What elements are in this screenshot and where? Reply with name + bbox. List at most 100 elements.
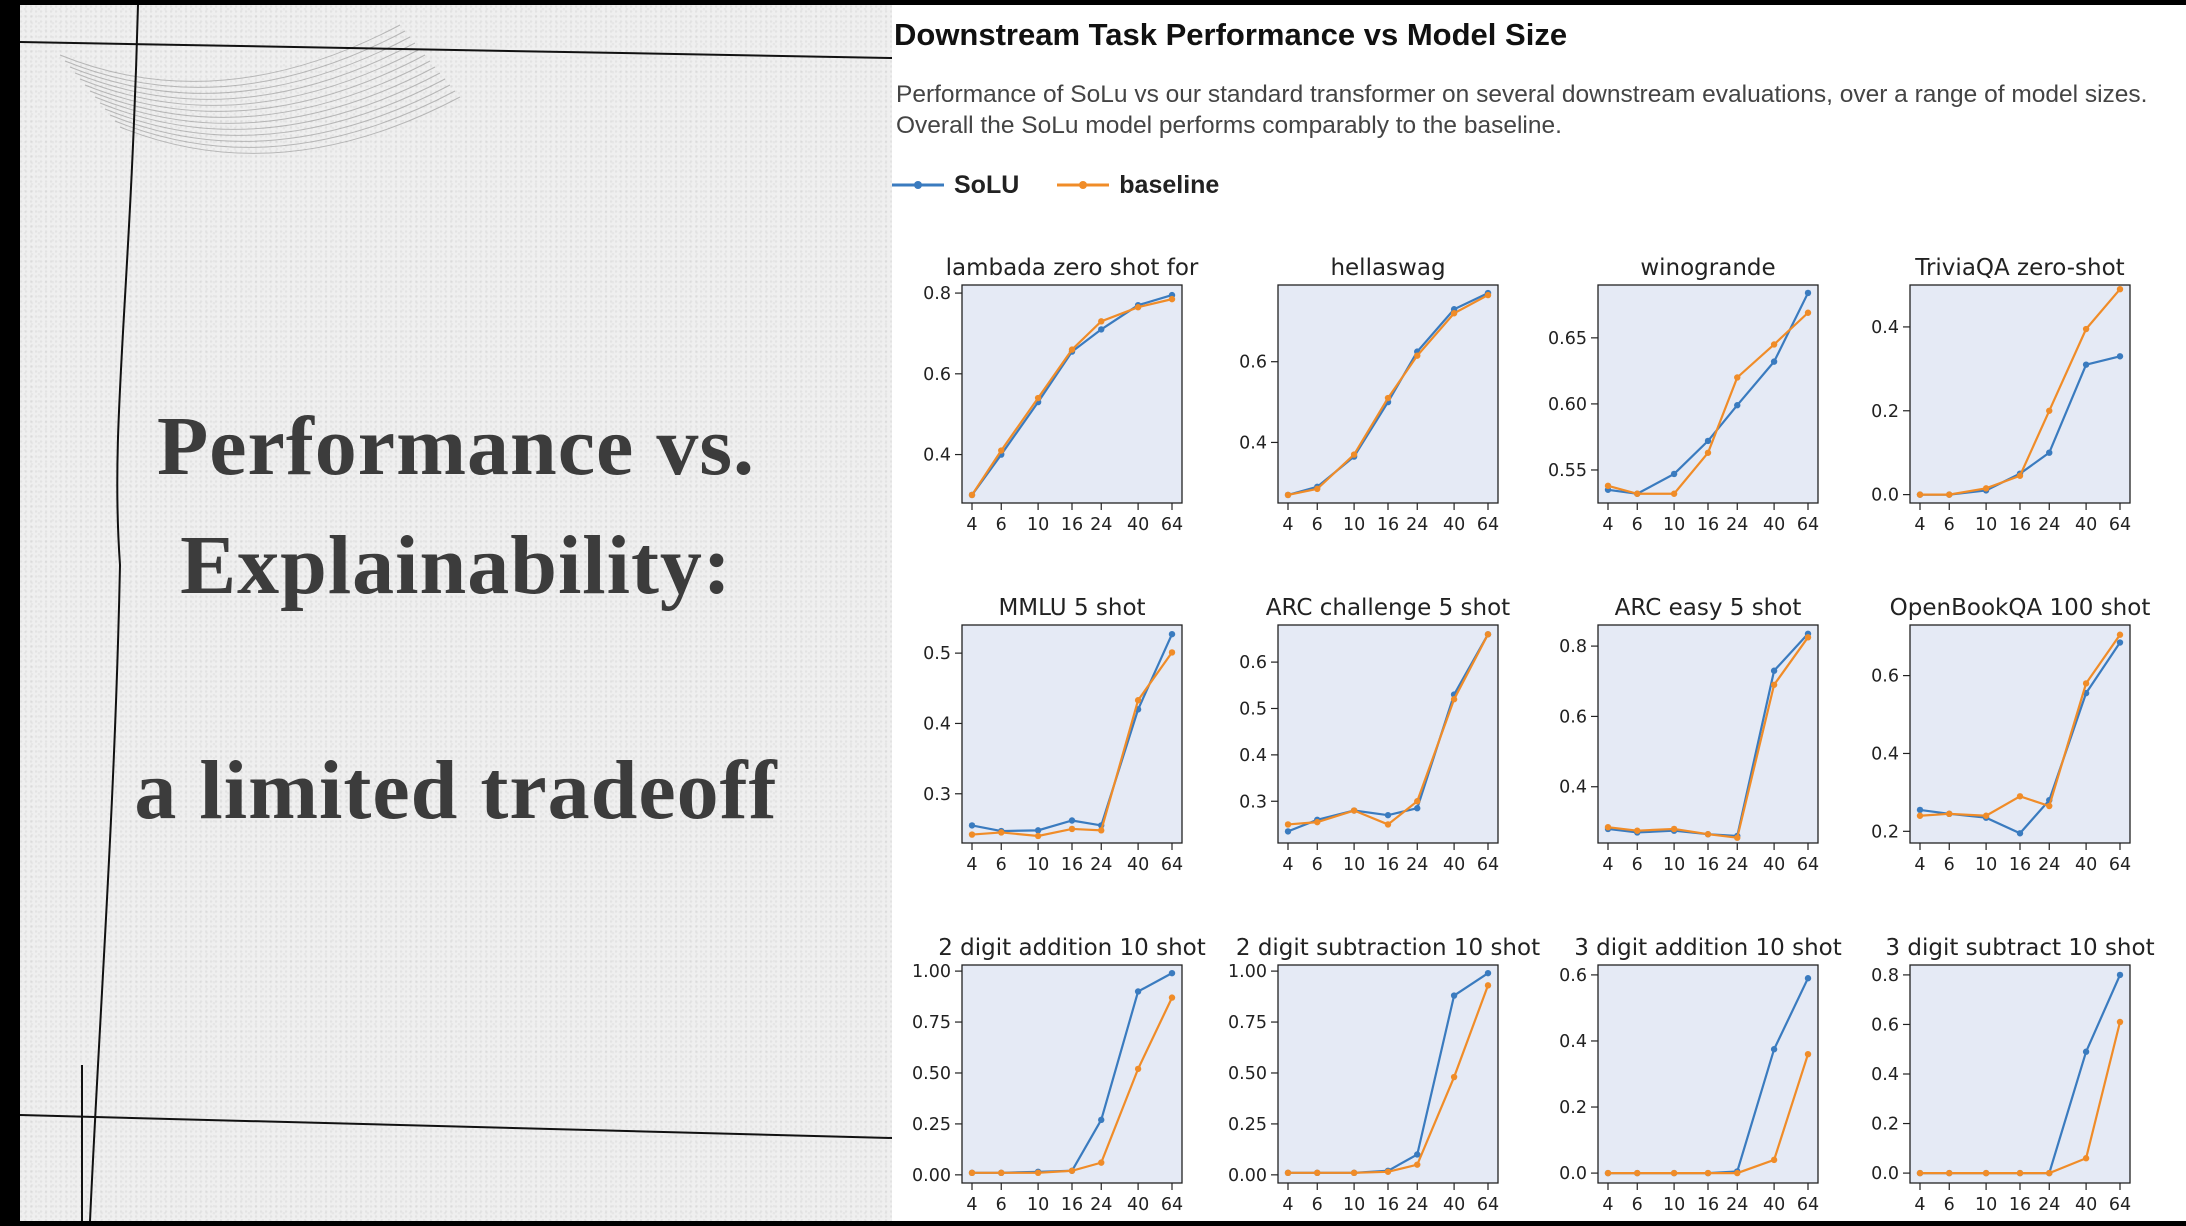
x-tick-label: 10 xyxy=(1343,515,1365,535)
data-point-baseline xyxy=(1168,994,1176,1001)
data-point-baseline xyxy=(1916,812,1924,819)
y-tick-label: 0.75 xyxy=(1228,1013,1267,1033)
y-tick-label: 0.4 xyxy=(1871,744,1899,764)
x-tick-label: 4 xyxy=(966,855,977,875)
x-tick-label: 64 xyxy=(1477,855,1499,875)
data-point-baseline xyxy=(1770,681,1778,688)
data-point-baseline xyxy=(1604,823,1612,831)
x-tick-label: 24 xyxy=(1726,515,1748,535)
data-point-baseline xyxy=(2082,325,2090,333)
plot-area xyxy=(1277,624,1499,844)
y-tick-label: 0.0 xyxy=(1871,1164,1899,1184)
x-tick-label: 24 xyxy=(2038,515,2060,535)
y-tick-label: 0.8 xyxy=(1871,966,1899,986)
data-point-baseline xyxy=(1284,821,1292,828)
x-tick-label: 6 xyxy=(1312,515,1323,535)
y-tick-label: 0.3 xyxy=(923,785,951,805)
x-tick-label: 6 xyxy=(1944,1195,1955,1215)
legend-item-solu: SoLU xyxy=(892,171,1019,200)
x-tick-label: 40 xyxy=(1127,515,1149,535)
data-point-baseline xyxy=(2016,793,2024,800)
chart-panel-2: winogrande 4 6 10 16 24 40 64 0.55 0.60 0.65 xyxy=(1548,255,1819,535)
data-point-baseline xyxy=(1734,834,1741,841)
y-tick-label: 0.4 xyxy=(1239,433,1267,453)
y-tick-label: 0.2 xyxy=(1559,1098,1587,1118)
data-point-baseline xyxy=(1704,449,1712,456)
data-point-solu xyxy=(2116,639,2124,646)
x-tick-label: 40 xyxy=(2075,1195,2097,1215)
y-tick-label: 0.00 xyxy=(1228,1166,1267,1186)
chart-title: ARC challenge 5 shot xyxy=(1266,595,1510,621)
data-point-baseline xyxy=(1314,1169,1321,1177)
plot-area xyxy=(1909,624,2131,844)
x-tick-label: 6 xyxy=(1312,1195,1323,1215)
x-tick-label: 24 xyxy=(1090,515,1112,535)
data-point-solu xyxy=(2046,449,2053,456)
x-tick-label: 10 xyxy=(1663,515,1685,535)
data-point-baseline xyxy=(1414,798,1421,805)
data-point-baseline xyxy=(1634,490,1641,497)
x-tick-label: 10 xyxy=(1343,855,1365,875)
y-tick-label: 0.75 xyxy=(912,1013,951,1033)
plot-area xyxy=(961,284,1183,504)
data-point-baseline xyxy=(1350,807,1358,814)
data-point-baseline xyxy=(1604,482,1612,490)
y-tick-label: 0.4 xyxy=(1871,318,1899,338)
x-tick-label: 4 xyxy=(966,1195,977,1215)
data-point-baseline xyxy=(2082,680,2090,687)
x-tick-label: 16 xyxy=(1377,515,1399,535)
slide-title-line-2: Explainability: xyxy=(180,519,732,612)
x-tick-label: 10 xyxy=(1027,515,1049,535)
chart-title: OpenBookQA 100 shot xyxy=(1890,595,2151,621)
x-tick-label: 4 xyxy=(1282,1195,1293,1215)
data-point-baseline xyxy=(1484,291,1492,299)
data-point-solu xyxy=(1168,969,1176,977)
x-tick-label: 24 xyxy=(1090,1195,1112,1215)
x-tick-label: 10 xyxy=(1027,1195,1049,1215)
x-tick-label: 40 xyxy=(1127,855,1149,875)
data-point-baseline xyxy=(1168,649,1176,656)
x-tick-label: 16 xyxy=(1061,855,1083,875)
x-tick-label: 4 xyxy=(1602,855,1613,875)
x-tick-label: 64 xyxy=(2109,855,2131,875)
data-point-baseline xyxy=(1284,491,1292,499)
data-point-baseline xyxy=(2116,285,2124,293)
chart-panel-8: 2 digit addition 10 shot 4 6 10 16 24 40 64 0.00… xyxy=(912,935,1206,1215)
data-point-solu xyxy=(1770,667,1778,674)
data-point-baseline xyxy=(2046,407,2053,414)
x-tick-label: 24 xyxy=(1406,855,1428,875)
y-tick-label: 0.5 xyxy=(923,644,951,664)
x-tick-label: 40 xyxy=(1763,515,1785,535)
y-tick-label: 1.00 xyxy=(1228,962,1267,982)
x-tick-label: 10 xyxy=(1343,1195,1365,1215)
data-point-baseline xyxy=(1704,831,1712,838)
data-point-baseline xyxy=(1168,295,1176,303)
data-point-solu xyxy=(1916,806,1924,814)
x-tick-label: 24 xyxy=(2038,855,2060,875)
data-point-baseline xyxy=(1384,1168,1392,1175)
data-point-baseline xyxy=(1450,1073,1458,1081)
legend-label-solu: SoLU xyxy=(954,170,1020,199)
x-tick-label: 40 xyxy=(1443,855,1465,875)
chart-title: lambada zero shot for xyxy=(946,255,1199,281)
y-tick-label: 0.2 xyxy=(1871,1115,1899,1135)
y-tick-label: 0.2 xyxy=(1871,402,1899,422)
y-tick-label: 0.6 xyxy=(1559,707,1587,727)
data-point-baseline xyxy=(1414,352,1421,359)
x-tick-label: 6 xyxy=(1632,1195,1643,1215)
x-tick-label: 64 xyxy=(2109,1195,2131,1215)
data-point-baseline xyxy=(998,1169,1005,1177)
legend-item-baseline: baseline xyxy=(1057,171,1219,200)
x-tick-label: 16 xyxy=(1697,515,1719,535)
x-tick-label: 64 xyxy=(1477,515,1499,535)
x-tick-label: 10 xyxy=(1663,1195,1685,1215)
figure-heading: Downstream Task Performance vs Model Siz… xyxy=(894,17,1568,52)
x-tick-label: 4 xyxy=(1914,515,1925,535)
x-tick-label: 64 xyxy=(1797,1195,1819,1215)
x-tick-label: 64 xyxy=(2109,515,2131,535)
data-point-baseline xyxy=(2116,631,2124,638)
data-point-baseline xyxy=(1284,1169,1292,1177)
chart-panel-1: hellaswag 4 6 10 16 24 40 64 0.4 0.6 xyxy=(1239,255,1499,535)
y-tick-label: 0.5 xyxy=(1239,699,1267,719)
